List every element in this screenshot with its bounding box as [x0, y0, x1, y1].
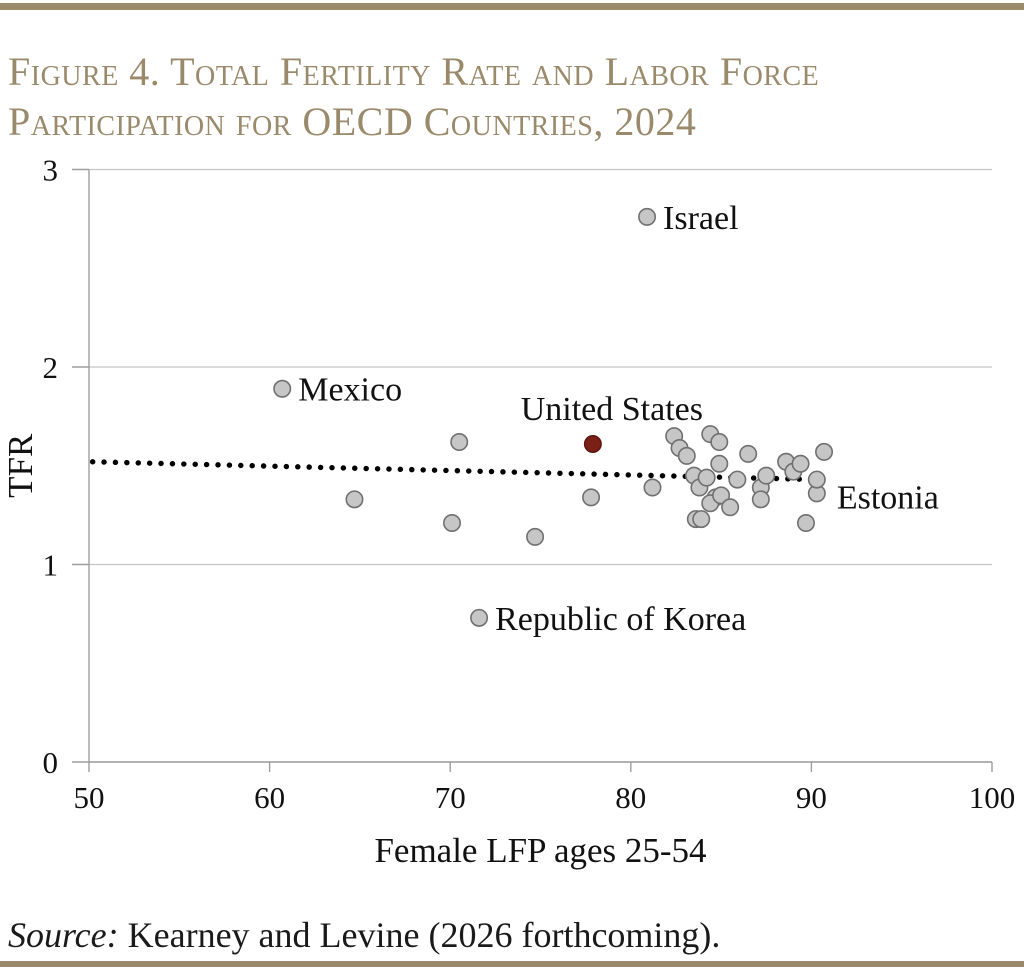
y-tick-label-2: 2 — [43, 350, 59, 385]
source-note: Source: Kearney and Levine (2026 forthco… — [8, 914, 720, 956]
y-tick-label-1: 1 — [43, 548, 59, 583]
data-point-15 — [697, 468, 716, 487]
data-point-18 — [712, 486, 731, 505]
top-accent-bar — [0, 3, 1024, 10]
x-tick-label-100: 100 — [969, 780, 1016, 815]
source-text: Kearney and Levine (2026 forthcoming). — [118, 915, 721, 955]
country-label-israel: Israel — [663, 200, 739, 237]
data-point-republic-of-korea — [470, 608, 489, 627]
data-point-24 — [751, 490, 770, 509]
country-label-republic-of-korea: Republic of Korea — [495, 601, 746, 638]
bottom-accent-bar — [0, 961, 1024, 967]
figure-title-line2: Participation for OECD Countries, 2024 — [8, 98, 697, 144]
data-point-19 — [721, 498, 740, 517]
source-label: Source: — [8, 915, 119, 955]
data-point-0 — [345, 490, 364, 509]
x-tick-label-70: 70 — [435, 780, 466, 815]
figure-title: Figure 4. Total Fertility Rate and Labor… — [8, 47, 1008, 147]
x-tick-label-90: 90 — [796, 780, 827, 815]
data-point-22 — [692, 510, 711, 529]
y-tick-label-0: 0 — [43, 745, 59, 780]
x-tick-label-50: 50 — [74, 780, 105, 815]
data-point-28 — [791, 454, 810, 473]
y-axis-title: TFR — [1, 433, 40, 498]
country-label-united-states: United States — [521, 391, 703, 428]
country-label-estonia: Estonia — [837, 480, 939, 517]
x-axis-title: Female LFP ages 25-54 — [374, 831, 706, 870]
data-point-29 — [815, 442, 834, 461]
data-point-mexico — [273, 379, 292, 398]
figure-title-line1: Figure 4. Total Fertility Rate and Labor… — [8, 48, 820, 94]
data-point-israel — [638, 207, 657, 226]
data-point-25 — [757, 466, 776, 485]
data-point-11 — [710, 454, 729, 473]
country-label-mexico: Mexico — [298, 372, 402, 409]
data-point-8 — [677, 446, 696, 465]
data-point-31 — [796, 514, 815, 533]
data-point-12 — [739, 444, 758, 463]
data-point-1 — [450, 433, 469, 452]
x-tick-label-80: 80 — [615, 780, 646, 815]
x-tick-label-60: 60 — [254, 780, 285, 815]
y-tick-label-3: 3 — [43, 153, 59, 188]
data-point-2 — [443, 514, 462, 533]
data-point-4 — [582, 488, 601, 507]
data-point-10 — [710, 433, 729, 452]
data-point-5 — [643, 478, 662, 497]
data-point-20 — [728, 470, 747, 489]
data-point-estonia — [807, 470, 826, 489]
data-point-united-states — [583, 435, 602, 454]
data-point-3 — [526, 527, 545, 546]
